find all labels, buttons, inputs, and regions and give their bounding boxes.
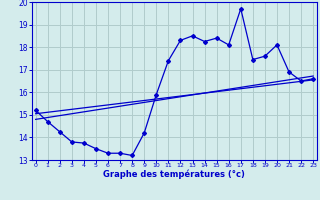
X-axis label: Graphe des températures (°c): Graphe des températures (°c) bbox=[103, 170, 245, 179]
